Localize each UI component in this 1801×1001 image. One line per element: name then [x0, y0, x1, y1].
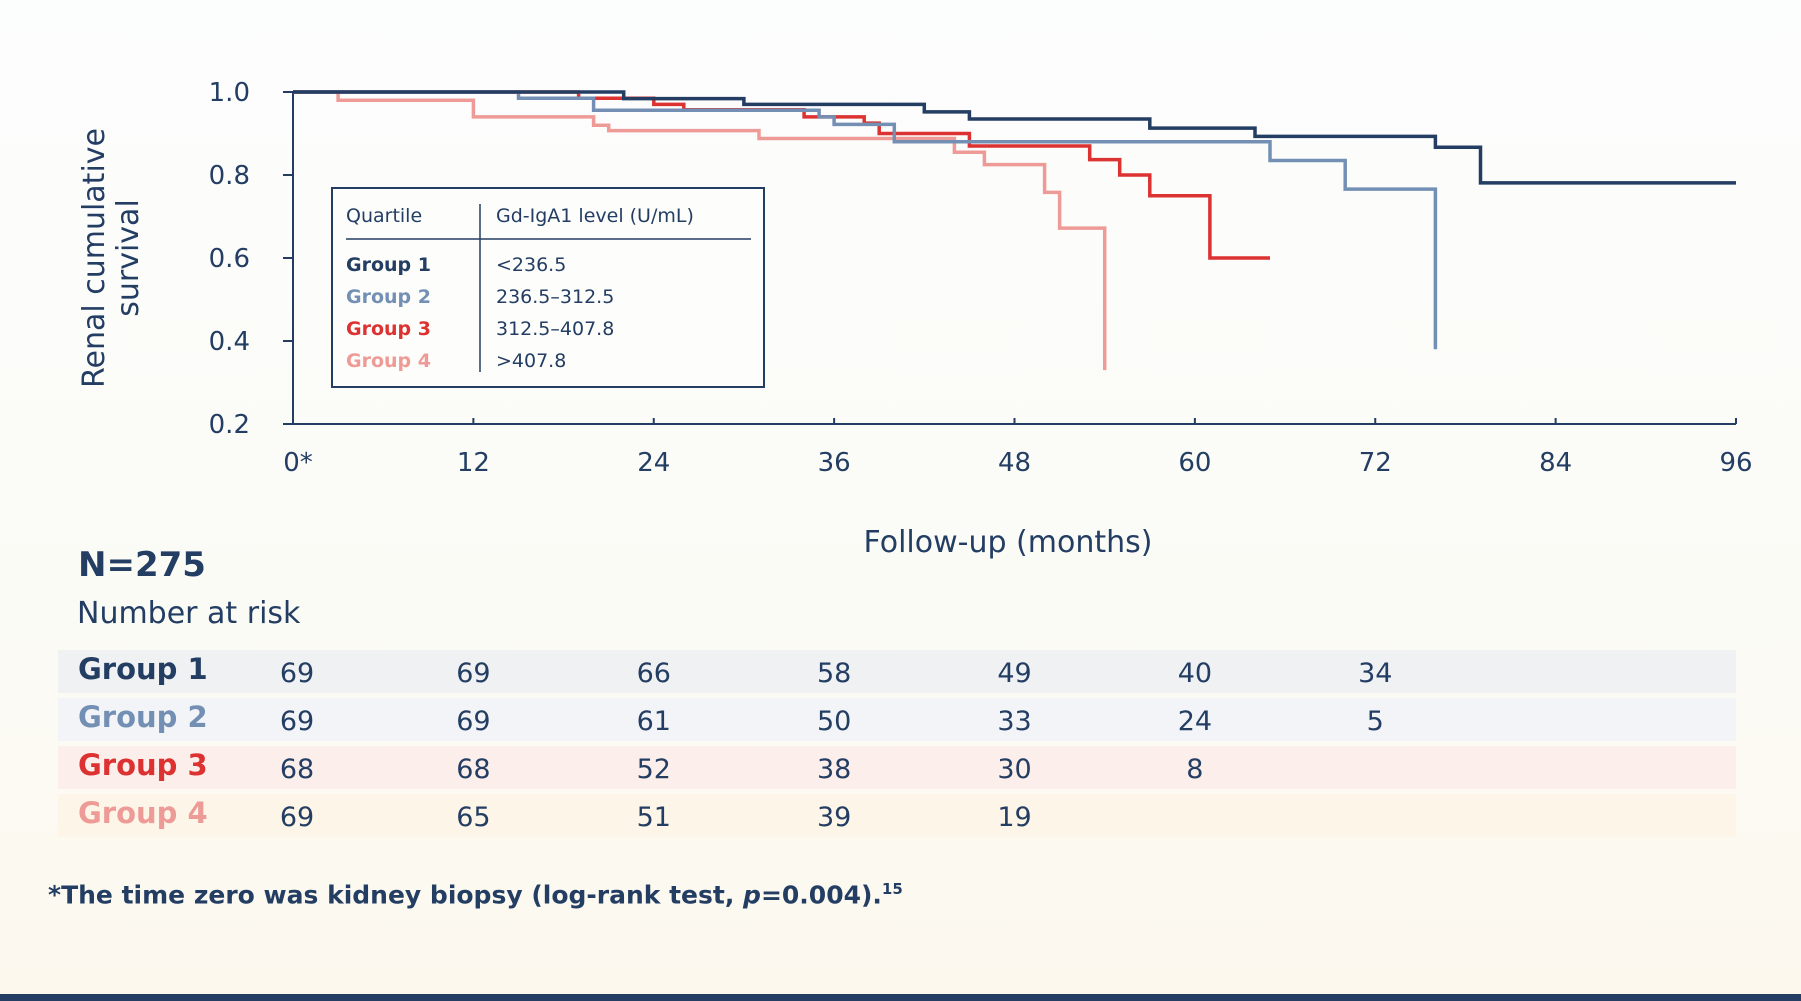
- x-tick-label: 72: [1359, 448, 1392, 478]
- risk-cell: 66: [636, 658, 671, 689]
- risk-cell: 49: [997, 658, 1032, 689]
- risk-cell: 51: [636, 802, 671, 833]
- footnote-ref: 15: [881, 880, 903, 898]
- legend-entry-level: 312.5–407.8: [496, 318, 614, 340]
- risk-row-label: Group 4: [78, 796, 208, 830]
- risk-row-group-3: Group 3 68 68 52 38 30 8: [58, 746, 1736, 789]
- legend-entry-name: Group 3: [346, 318, 431, 340]
- series-line-group-1: [293, 90, 1736, 185]
- risk-cell: 30: [997, 754, 1032, 785]
- series-line-group-4: [293, 90, 1107, 371]
- risk-cell: 24: [1177, 706, 1213, 737]
- x-tick-label: 48: [998, 448, 1031, 478]
- footnote: *The time zero was kidney biopsy (log-ra…: [48, 880, 903, 909]
- risk-cell: 68: [279, 754, 315, 785]
- risk-cell: 34: [1358, 658, 1393, 689]
- x-axis-title: Follow-up (months): [864, 525, 1153, 560]
- risk-cell: 69: [279, 706, 315, 737]
- risk-cell: 40: [1177, 658, 1213, 689]
- footnote-p-symbol: p: [743, 880, 761, 910]
- risk-cell: 69: [456, 658, 491, 689]
- x-tick-label: 12: [457, 448, 490, 478]
- risk-cell: 58: [816, 658, 852, 689]
- risk-row-label: Group 3: [78, 748, 208, 782]
- chart-axes: 1.0 0.8 0.6 0.4 0.2 0* 12 24 36 48 60 72 84 96 Renal c…: [77, 78, 1753, 560]
- x-tick-label: 36: [818, 448, 851, 478]
- x-tick-label: 84: [1539, 448, 1572, 478]
- x-tick-label: 96: [1719, 448, 1752, 478]
- risk-cell: 19: [997, 802, 1032, 833]
- x-tick-label: 0*: [283, 448, 313, 478]
- legend-box: [331, 187, 765, 388]
- risk-cell: 69: [279, 658, 315, 689]
- y-tick-label: 0.8: [209, 161, 250, 191]
- chart-series: [293, 90, 1736, 371]
- legend-entry-level: 236.5–312.5: [496, 286, 614, 308]
- risk-cell: 69: [456, 706, 491, 737]
- x-tick-label: 24: [637, 448, 670, 478]
- chart-legend: Quartile Gd-IgA1 level (U/mL) Group 1 <236.…: [331, 187, 765, 388]
- risk-cell: 65: [456, 802, 491, 833]
- legend-entry-level: >407.8: [496, 350, 566, 372]
- legend-header-level: Gd-IgA1 level (U/mL): [496, 205, 694, 227]
- legend-entry-level: <236.5: [496, 254, 566, 276]
- legend-entry-name: Group 4: [346, 350, 431, 372]
- risk-row-group-4: Group 4 69 65 51 39 19: [58, 794, 1736, 837]
- risk-cell: 52: [636, 754, 671, 785]
- risk-cell: 33: [997, 706, 1032, 737]
- risk-cell: 69: [279, 802, 315, 833]
- series-line-group-3: [293, 90, 1270, 260]
- bottom-rule: [0, 994, 1801, 1001]
- y-axis-title: Renal cumulativesurvival: [77, 128, 146, 388]
- legend-entry-name: Group 1: [346, 254, 431, 276]
- n-total: N=275: [78, 545, 206, 585]
- risk-cell: 5: [1366, 706, 1384, 737]
- footnote-suffix: =0.004).: [760, 880, 882, 910]
- y-axis-title-line2: survival: [111, 199, 146, 317]
- y-tick-label: 0.4: [209, 327, 250, 357]
- y-axis-title-line1: Renal cumulative: [77, 128, 112, 388]
- risk-cell: 38: [816, 754, 852, 785]
- footnote-prefix: *The time zero was kidney biopsy (log-ra…: [48, 880, 744, 910]
- risk-cell: 68: [456, 754, 491, 785]
- risk-cell: 8: [1186, 754, 1204, 785]
- risk-row-group-2: Group 2 69 69 61 50 33 24 5: [58, 698, 1736, 741]
- risk-table-title: Number at risk: [77, 596, 301, 631]
- legend-header-quartile: Quartile: [346, 205, 422, 227]
- risk-row-label: Group 1: [78, 652, 208, 686]
- risk-cell: 50: [816, 706, 852, 737]
- y-tick-label: 0.2: [209, 410, 250, 440]
- risk-row-label: Group 2: [78, 700, 208, 734]
- y-tick-label: 0.6: [209, 244, 250, 274]
- y-tick-label: 1.0: [209, 78, 250, 108]
- series-line-group-2: [293, 90, 1438, 350]
- risk-cell: 39: [816, 802, 852, 833]
- legend-entry-name: Group 2: [346, 286, 431, 308]
- risk-cell: 61: [636, 706, 671, 737]
- x-tick-label: 60: [1178, 448, 1211, 478]
- risk-row-group-1: Group 1 69 69 66 58 49 40 34: [58, 650, 1736, 693]
